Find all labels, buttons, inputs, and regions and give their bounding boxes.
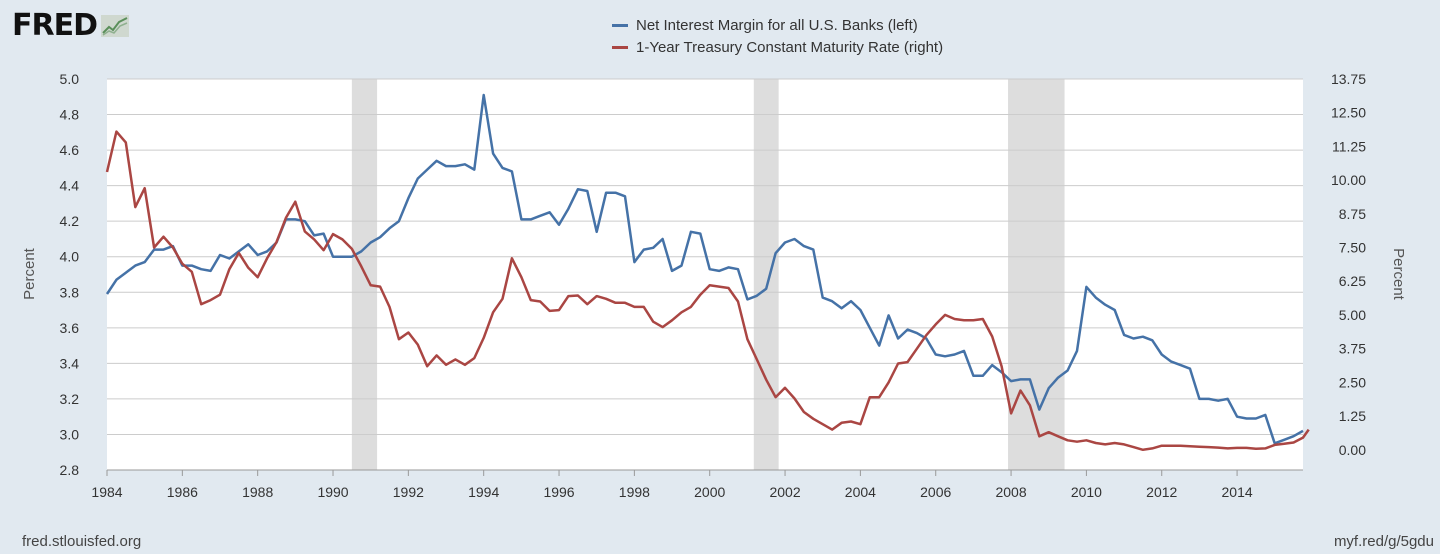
y-left-tick-label: 4.0 — [60, 249, 80, 265]
x-tick-label: 1994 — [468, 484, 499, 500]
x-tick-label: 2012 — [1146, 484, 1177, 500]
y-left-tick-label: 2.8 — [60, 462, 80, 478]
y-left-tick-label: 4.2 — [60, 213, 80, 229]
x-tick-label: 1992 — [393, 484, 424, 500]
x-tick-label: 2014 — [1222, 484, 1253, 500]
x-tick-label: 1988 — [242, 484, 273, 500]
y-right-tick-label: 3.75 — [1339, 341, 1366, 357]
y-axis-left-ticks: 2.8 3.0 3.2 3.4 3.6 3.8 4.0 4.2 4.4 4.6 4.8 5.0 — [60, 71, 80, 478]
y-right-tick-label: 12.50 — [1331, 105, 1366, 121]
trend-line-icon — [101, 14, 129, 37]
source-link[interactable]: fred.stlouisfed.org — [22, 533, 142, 550]
x-tick-label: 1984 — [91, 484, 122, 500]
short-url-link[interactable]: myf.red/g/5gdu — [1333, 533, 1434, 550]
y-left-tick-label: 4.8 — [60, 107, 80, 123]
legend-item-right-series[interactable]: 1-Year Treasury Constant Maturity Rate (… — [612, 36, 943, 58]
y-right-tick-label: 13.75 — [1331, 71, 1366, 87]
y-axis-right-title: Percent — [1390, 248, 1407, 301]
y-left-tick-label: 5.0 — [60, 71, 80, 87]
chart-legend: Net Interest Margin for all U.S. Banks (… — [612, 14, 943, 58]
fred-logo-text: FRED — [12, 8, 98, 43]
x-tick-label: 1998 — [619, 484, 650, 500]
series-line-treasury-rate[interactable] — [105, 130, 1310, 452]
series-line-net-interest-margin[interactable] — [105, 93, 1304, 445]
fred-logo[interactable]: FRED — [12, 8, 129, 43]
x-tick-label: 2002 — [769, 484, 800, 500]
y-right-tick-label: 10.00 — [1331, 172, 1366, 188]
y-right-tick-label: 5.00 — [1339, 307, 1366, 323]
y-right-tick-label: 8.75 — [1339, 206, 1366, 222]
legend-swatch-right — [612, 45, 628, 49]
x-tick-label: 2010 — [1071, 484, 1102, 500]
y-left-tick-label: 3.0 — [60, 426, 80, 442]
legend-item-left-series[interactable]: Net Interest Margin for all U.S. Banks (… — [612, 14, 943, 36]
x-tick-label: 2006 — [920, 484, 951, 500]
recession-shading — [351, 79, 1065, 470]
y-left-tick-label: 3.8 — [60, 284, 80, 300]
y-right-tick-label: 7.50 — [1339, 240, 1366, 256]
series-lines — [105, 93, 1310, 452]
y-axis-right-ticks: 0.00 1.25 2.50 3.75 5.00 6.25 7.50 8.75 10.00 11.… — [1331, 71, 1366, 458]
x-tick-label: 2004 — [845, 484, 876, 500]
y-axis-left-title: Percent — [21, 247, 38, 300]
legend-label-left: Net Interest Margin for all U.S. Banks (… — [636, 16, 918, 34]
x-tick-label: 1996 — [543, 484, 574, 500]
recession-band-2 — [1008, 79, 1065, 470]
y-right-tick-label: 2.50 — [1339, 374, 1366, 390]
recession-band-1 — [753, 79, 779, 470]
y-left-tick-label: 4.6 — [60, 142, 80, 158]
x-tick-label: 1986 — [167, 484, 198, 500]
y-left-tick-label: 4.4 — [60, 178, 80, 194]
legend-swatch-left — [612, 23, 628, 27]
x-axis-ticks: 1984 1986 1988 1990 1992 1994 1996 1998 2000 2002… — [91, 469, 1303, 500]
y-left-tick-label: 3.4 — [60, 355, 80, 371]
plot-area — [107, 79, 1303, 470]
x-tick-label: 2000 — [694, 484, 725, 500]
y-right-tick-label: 0.00 — [1339, 442, 1366, 458]
x-tick-label: 2008 — [995, 484, 1026, 500]
legend-label-right: 1-Year Treasury Constant Maturity Rate (… — [636, 38, 944, 56]
y-right-tick-label: 11.25 — [1332, 138, 1366, 154]
y-right-tick-label: 1.25 — [1339, 408, 1366, 424]
y-right-tick-label: 6.25 — [1339, 273, 1366, 289]
y-left-tick-label: 3.6 — [60, 320, 80, 336]
x-tick-label: 1990 — [317, 484, 348, 500]
y-left-tick-label: 3.2 — [60, 391, 80, 407]
